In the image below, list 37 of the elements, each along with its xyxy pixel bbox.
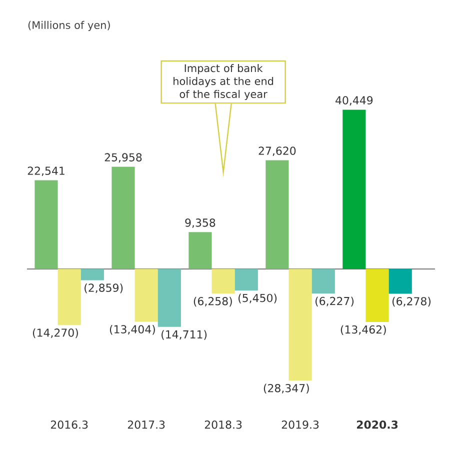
data-label: 40,449 <box>336 96 373 106</box>
bar <box>288 268 312 381</box>
data-label: (28,347) <box>264 384 309 394</box>
x-tick-label: 2017.3 <box>128 420 165 429</box>
data-label: 27,620 <box>258 146 296 156</box>
data-label: (14,711) <box>162 330 207 340</box>
bar <box>134 268 158 322</box>
data-label: 22,541 <box>28 166 64 176</box>
data-label: (13,404) <box>110 324 155 335</box>
data-label: (6,227) <box>316 296 354 306</box>
data-label: 25,958 <box>104 153 142 163</box>
bar <box>112 166 135 269</box>
x-tick-label: 2018.3 <box>204 420 242 429</box>
data-label: (13,462) <box>340 325 386 335</box>
bar <box>342 110 366 269</box>
data-label: (5,450) <box>238 294 277 304</box>
data-label: (14,270) <box>32 328 78 338</box>
bar <box>188 232 212 269</box>
bar <box>80 268 104 280</box>
data-label: (6,258) <box>194 296 232 307</box>
bar <box>58 268 81 326</box>
bar <box>34 180 58 269</box>
data-label: (2,859) <box>84 283 123 294</box>
x-tick-label: 2016.3 <box>50 420 88 429</box>
bar <box>366 268 389 322</box>
x-tick-label: 2020.3 <box>356 420 398 429</box>
text: Impact of bank holidays at the end of the fiscal year <box>174 64 274 100</box>
data-label: 9,358 <box>185 218 216 228</box>
bar <box>234 268 258 290</box>
bar <box>266 160 289 269</box>
data-label: (6,278) <box>392 296 431 307</box>
x-tick-label: 2019.3 <box>282 420 319 429</box>
bar <box>388 268 412 294</box>
bar <box>158 268 181 327</box>
bar <box>212 268 235 294</box>
bar <box>312 268 335 294</box>
text: (Millions of yen) <box>28 20 110 32</box>
